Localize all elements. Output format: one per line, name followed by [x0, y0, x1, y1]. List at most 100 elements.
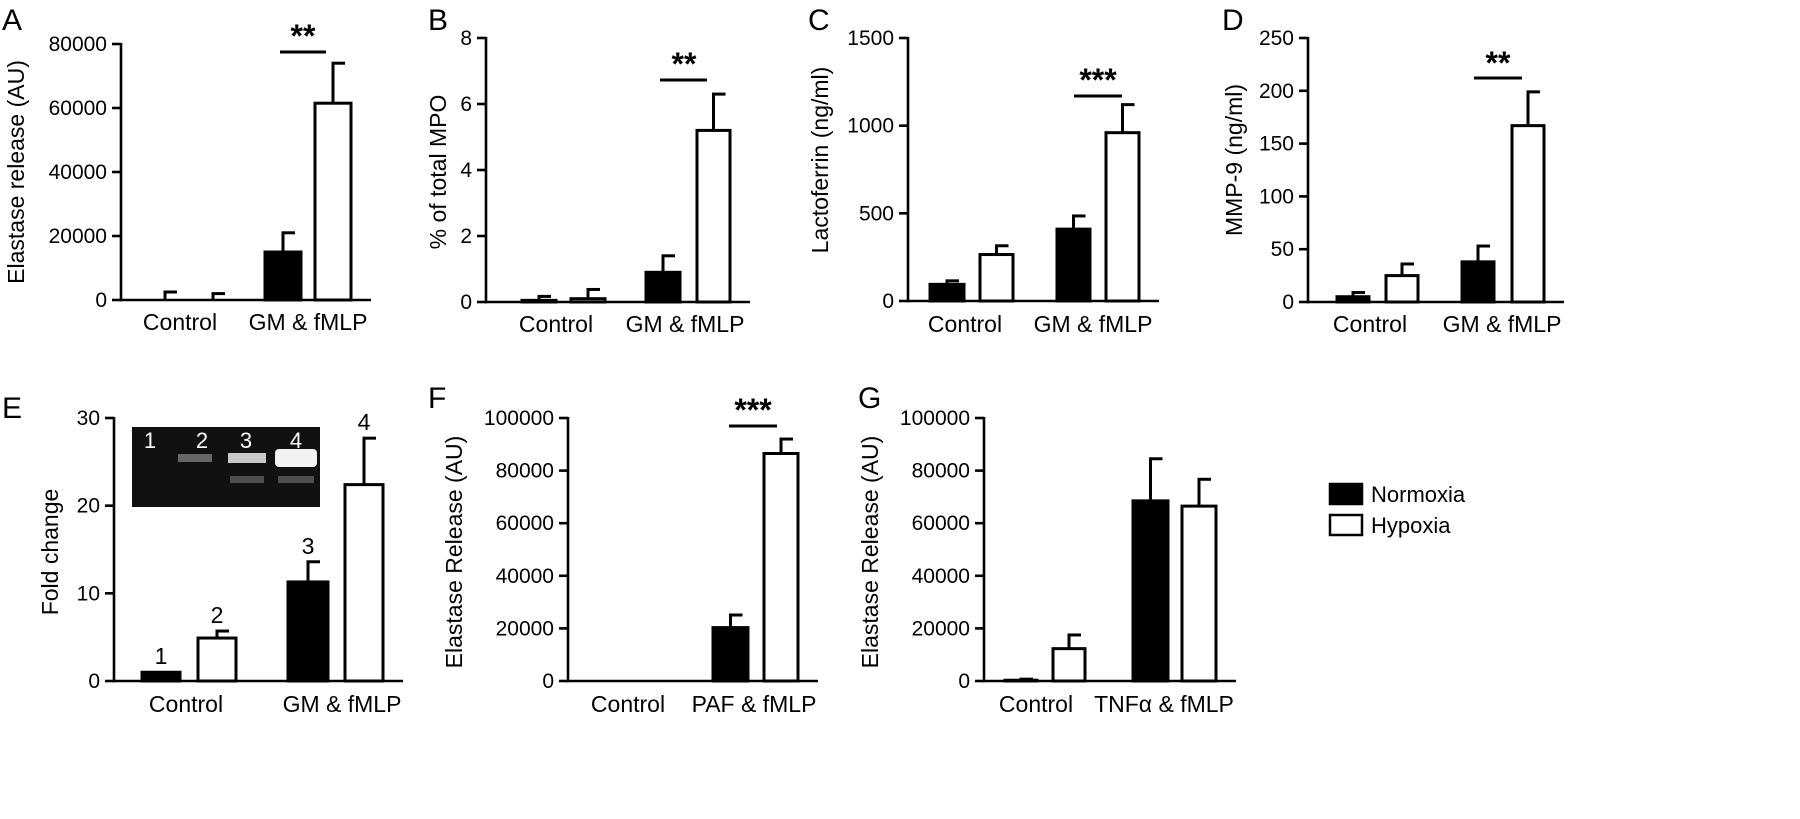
category-label-e-1: GM & fMLP: [283, 691, 402, 717]
gel-band-lane-3-lower: [230, 476, 264, 483]
legend-label-normoxia: Normoxia: [1371, 482, 1466, 507]
category-label-e-0: Control: [149, 691, 223, 717]
y-axis-label-c: Lactoferrin (ng/ml): [807, 67, 833, 254]
legend-swatch-hypoxia: [1328, 513, 1364, 537]
y-tick-label-f-4: 80000: [496, 460, 554, 483]
panel-f: F Elastase Release (AU) Control PAF & fM…: [428, 382, 816, 717]
gel-lane-label-4: 4: [290, 428, 302, 453]
y-tick-label-g-4: 80000: [912, 460, 970, 483]
bar-b-hypoxia-0: [569, 297, 607, 304]
bar-c-normoxia-1: [1055, 227, 1092, 303]
y-tick-label-e-2: 20: [77, 495, 100, 518]
significance-stars-a: **: [291, 18, 316, 54]
category-label-b-1: GM & fMLP: [626, 311, 745, 337]
category-label-a-1: GM & fMLP: [249, 309, 368, 335]
y-tick-label-b-3: 6: [460, 93, 472, 116]
bar-c-hypoxia-1: [1104, 131, 1141, 303]
gel-band-lane-4-lower: [278, 476, 314, 483]
y-tick-label-g-5: 100000: [900, 407, 970, 430]
category-label-a-0: Control: [143, 309, 217, 335]
gel-lane-label-2: 2: [196, 428, 208, 453]
bar-g-normoxia-1: [1131, 499, 1170, 683]
y-axis-label-a: Elastase release (AU): [3, 60, 29, 284]
y-axis-label-f: Elastase Release (AU): [441, 436, 467, 669]
y-tick-label-b-1: 2: [460, 225, 472, 248]
significance-stars-d: **: [1486, 45, 1511, 81]
bar-g-hypoxia-0: [1051, 647, 1087, 683]
panel-letter-e: E: [2, 392, 22, 425]
y-tick-label-a-0: 0: [95, 289, 107, 312]
y-tick-label-b-0: 0: [460, 291, 472, 314]
significance-stars-f: ***: [734, 392, 772, 428]
y-tick-label-f-2: 40000: [496, 565, 554, 588]
bar-number-e-hypoxia-0: 2: [211, 602, 224, 628]
bar-e-normoxia-1: [286, 580, 330, 683]
bar-d-normoxia-1: [1460, 260, 1496, 304]
category-label-c-1: GM & fMLP: [1034, 311, 1153, 337]
chart-marks: 0200004000060000800000246805001000150005…: [49, 27, 1564, 693]
y-tick-label-c-2: 1000: [847, 115, 894, 138]
y-axis-label-d: MMP-9 (ng/ml): [1221, 84, 1247, 236]
category-label-d-1: GM & fMLP: [1443, 311, 1562, 337]
bar-number-e-normoxia-1: 3: [302, 533, 315, 559]
legend: Normoxia Hypoxia: [1328, 482, 1466, 538]
bar-f-normoxia-1: [711, 626, 750, 683]
y-axis-label-e: Fold change: [37, 489, 63, 616]
gel-band-lane-4: [275, 449, 317, 467]
y-tick-label-f-3: 60000: [496, 512, 554, 535]
bar-a-hypoxia-1: [313, 101, 353, 302]
panel-letter-g: G: [858, 382, 881, 415]
y-tick-label-a-1: 20000: [49, 225, 107, 248]
category-label-b-0: Control: [519, 311, 593, 337]
legend-label-hypoxia: Hypoxia: [1371, 513, 1451, 538]
panel-c: C Lactoferrin (ng/ml) Control GM & fMLP …: [807, 4, 1152, 337]
y-tick-label-d-4: 200: [1259, 80, 1294, 103]
y-tick-label-g-0: 0: [958, 670, 970, 693]
y-tick-label-a-2: 40000: [49, 161, 107, 184]
panel-b: B % of total MPO Control GM & fMLP **: [425, 4, 744, 337]
bar-b-hypoxia-1: [695, 128, 732, 304]
gel-band-lane-3: [228, 453, 266, 463]
panel-g: G Elastase Release (AU) Control TNFα & f…: [857, 382, 1234, 717]
panel-letter-f: F: [428, 382, 446, 415]
bar-number-e-normoxia-0: 1: [155, 643, 168, 669]
y-tick-label-g-2: 40000: [912, 565, 970, 588]
bar-b-normoxia-1: [644, 270, 682, 304]
bar-e-normoxia-0: [140, 670, 182, 683]
bar-c-normoxia-0: [928, 282, 966, 303]
bar-g-normoxia-0: [1003, 678, 1039, 683]
y-tick-label-d-0: 0: [1282, 291, 1294, 314]
bar-d-normoxia-0: [1335, 295, 1371, 304]
y-tick-label-f-1: 20000: [496, 617, 554, 640]
y-tick-label-g-3: 60000: [912, 512, 970, 535]
bar-b-normoxia-0: [520, 298, 558, 304]
y-tick-label-e-0: 0: [88, 670, 100, 693]
bar-d-hypoxia-0: [1384, 274, 1420, 304]
y-tick-label-a-4: 80000: [49, 33, 107, 56]
y-tick-label-c-3: 1500: [847, 27, 894, 50]
gel-lane-label-3: 3: [240, 428, 252, 453]
panel-a: A Elastase release (AU) Control GM & fML…: [2, 4, 367, 335]
y-tick-label-e-1: 10: [77, 582, 100, 605]
gel-band-lane-2: [178, 454, 212, 462]
bar-number-e-hypoxia-1: 4: [358, 409, 371, 435]
bar-f-hypoxia-1: [762, 452, 800, 683]
y-tick-label-b-2: 4: [460, 159, 472, 182]
y-axis-label-b: % of total MPO: [425, 95, 451, 250]
y-tick-label-d-2: 100: [1259, 185, 1294, 208]
y-tick-label-d-5: 250: [1259, 27, 1294, 50]
panel-letter-d: D: [1222, 4, 1244, 37]
significance-stars-b: **: [672, 46, 697, 82]
category-label-g-1: TNFα & fMLP: [1094, 691, 1234, 717]
y-tick-label-d-1: 50: [1271, 238, 1294, 261]
y-tick-label-c-0: 0: [882, 290, 894, 313]
legend-swatch-normoxia: [1328, 482, 1364, 506]
y-tick-label-g-1: 20000: [912, 617, 970, 640]
bar-a-normoxia-1: [263, 250, 303, 302]
panel-letter-b: B: [428, 4, 448, 37]
gel-lane-label-1: 1: [144, 428, 156, 453]
y-tick-label-f-0: 0: [542, 670, 554, 693]
bar-g-hypoxia-1: [1180, 504, 1218, 683]
y-tick-label-a-3: 60000: [49, 97, 107, 120]
